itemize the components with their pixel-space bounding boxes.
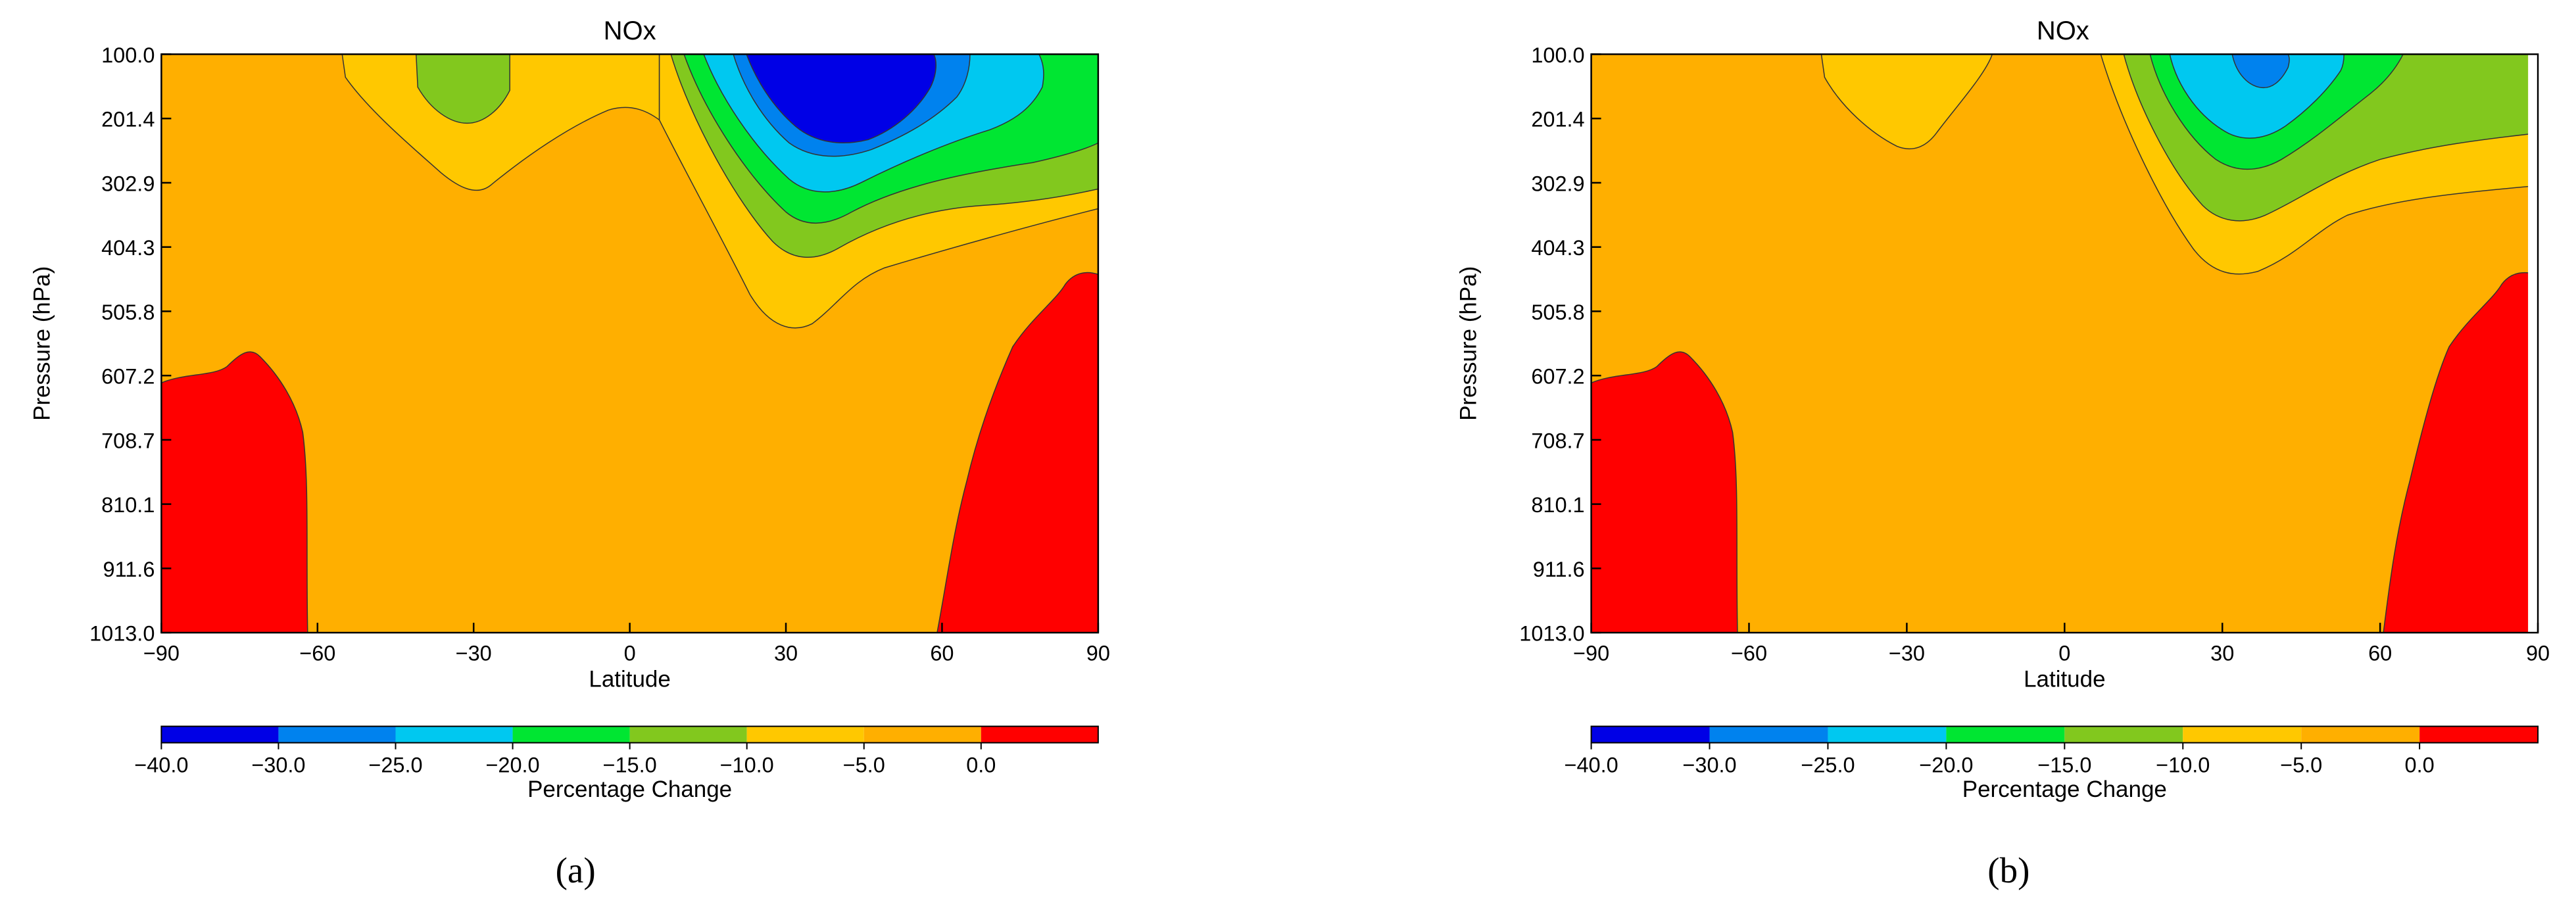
panel-a-region-positive-east: [936, 272, 1098, 633]
colorbar-swatch: [629, 726, 747, 743]
colorbar-swatch: [1709, 726, 1828, 743]
colorbar-swatch: [2064, 726, 2183, 743]
x-tick-label: 90: [2526, 642, 2550, 665]
y-tick-label: 302.9: [1531, 172, 1584, 195]
panel-b-region-positive-west: [1591, 351, 1738, 633]
x-tick-label: 0: [2058, 642, 2070, 665]
colorbar-tick-label: −15.0: [603, 754, 657, 777]
colorbar-tick-label: −20.0: [485, 754, 539, 777]
panel-b-plot-area: −90 −60 −30 0 30 60 90 100.0 201.4 302.9 404.3 505.…: [1519, 43, 2550, 665]
colorbar-tick-label: −25.0: [1801, 754, 1855, 777]
panel-b-ylabel: Pressure (hPa): [1456, 266, 1482, 421]
y-tick-label: 607.2: [1531, 365, 1584, 389]
panel-b-title: NOx: [2037, 16, 2089, 45]
panel-a-xlabel: Latitude: [589, 667, 670, 692]
colorbar-tick-label: −30.0: [251, 754, 305, 777]
y-tick-label: 201.4: [101, 108, 155, 132]
panel-b-xlabel: Latitude: [2024, 667, 2105, 692]
colorbar-swatch: [1946, 726, 2065, 743]
colorbar-swatch: [981, 726, 1098, 743]
panel-b-region-m30-m25: [2231, 54, 2290, 89]
y-tick-label: 201.4: [1531, 108, 1584, 132]
x-tick-label: −90: [1573, 642, 1609, 665]
colorbar-swatch: [512, 726, 630, 743]
panel-b-label: (b): [1987, 850, 2029, 890]
colorbar-tick-label: −20.0: [1919, 754, 1973, 777]
y-tick-label: 302.9: [101, 172, 155, 195]
panel-a-region-below-m30: [746, 54, 936, 143]
x-tick-label: 60: [2368, 642, 2392, 665]
panel-a-colorbar: −40.0 −30.0 −25.0 −20.0 −15.0 −10.0 −5.0 0.0: [134, 725, 1099, 777]
y-tick-label: 100.0: [1531, 43, 1584, 67]
panel-a: NOx: [29, 16, 1109, 890]
colorbar-tick-label: −40.0: [134, 754, 188, 777]
panel-a-colorbar-label: Percentage Change: [527, 777, 732, 802]
colorbar-swatch: [2419, 726, 2539, 743]
x-tick-label: −60: [1731, 642, 1767, 665]
y-tick-label: 810.1: [101, 493, 155, 517]
colorbar-swatch: [278, 726, 396, 743]
panel-b-region-positive-east: [2383, 272, 2529, 633]
colorbar-tick-label: −40.0: [1565, 754, 1618, 777]
x-tick-label: 90: [1086, 642, 1110, 665]
y-tick-label: 1013.0: [1519, 622, 1584, 646]
colorbar-tick-label: 0.0: [966, 754, 996, 777]
panel-a-label: (a): [556, 850, 596, 890]
colorbar-tick-label: −25.0: [368, 754, 422, 777]
colorbar-tick-label: 0.0: [2405, 754, 2435, 777]
x-tick-label: −30: [456, 642, 492, 665]
y-tick-label: 404.3: [101, 236, 155, 260]
x-tick-label: 60: [930, 642, 954, 665]
panel-b-axes: −90 −60 −30 0 30 60 90 100.0 201.4 302.9 404.3 505.…: [1519, 43, 2550, 665]
panel-b-region-m10-m5: [1820, 54, 1993, 149]
x-tick-label: −30: [1889, 642, 1925, 665]
colorbar-swatch: [1591, 726, 1710, 743]
colorbar-swatch: [1828, 726, 1947, 743]
colorbar-swatch: [161, 726, 279, 743]
colorbar-tick-label: −5.0: [2280, 754, 2322, 777]
x-tick-label: 0: [624, 642, 636, 665]
y-tick-label: 404.3: [1531, 236, 1584, 260]
panel-a-contour-field: [161, 54, 1098, 633]
colorbar-swatch: [746, 726, 864, 743]
panel-a-title: NOx: [604, 16, 656, 45]
panel-b-colorbar-label: Percentage Change: [1962, 777, 2167, 802]
y-tick-label: 810.1: [1531, 493, 1584, 517]
y-tick-label: 100.0: [101, 43, 155, 67]
panel-a-region-m15-m10: [415, 54, 510, 124]
panel-a-axes: −90 −60 −30 0 30 60 90 100.0 201.4 302.9 404.3 505.…: [89, 43, 1110, 665]
colorbar-swatch: [863, 726, 981, 743]
colorbar-swatch: [2301, 726, 2420, 743]
colorbar-tick-label: −5.0: [843, 754, 885, 777]
y-tick-label: 505.8: [101, 300, 155, 324]
panel-b-colorbar: −40.0 −30.0 −25.0 −20.0 −15.0 −10.0 −5.0 0.0: [1565, 725, 2539, 777]
y-tick-label: 911.6: [103, 558, 155, 581]
y-tick-label: 607.2: [101, 365, 155, 389]
x-tick-label: 30: [774, 642, 798, 665]
panel-a-ylabel: Pressure (hPa): [29, 266, 55, 421]
colorbar-swatch: [2183, 726, 2302, 743]
y-tick-label: 1013.0: [89, 622, 155, 646]
y-tick-label: 708.7: [101, 429, 155, 452]
y-tick-label: 505.8: [1531, 300, 1584, 324]
panel-a-plot-area: −90 −60 −30 0 30 60 90 100.0 201.4 302.9 404.3 505.…: [89, 43, 1110, 665]
colorbar-tick-label: −10.0: [2156, 754, 2210, 777]
y-tick-label: 911.6: [1533, 558, 1585, 581]
panel-a-region-positive-west: [161, 351, 308, 633]
x-tick-label: −60: [299, 642, 335, 665]
colorbar-tick-label: −15.0: [2037, 754, 2091, 777]
y-tick-label: 708.7: [1531, 429, 1584, 452]
x-tick-label: −90: [143, 642, 180, 665]
x-tick-label: 30: [2210, 642, 2234, 665]
panel-b-region-m25-m20: [2169, 54, 2345, 139]
colorbar-swatch: [395, 726, 513, 743]
panel-b-contour-field: [1591, 54, 2529, 633]
colorbar-tick-label: −10.0: [720, 754, 774, 777]
colorbar-tick-label: −30.0: [1682, 754, 1736, 777]
